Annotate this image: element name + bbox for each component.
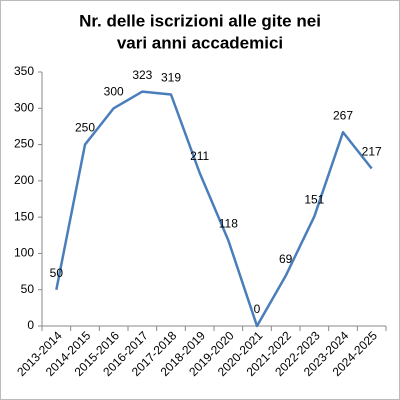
y-tick-label: 300	[14, 100, 34, 114]
data-label: 250	[75, 121, 95, 135]
data-label: 300	[104, 84, 124, 98]
y-tick-label: 150	[14, 209, 34, 223]
line-series	[55, 90, 373, 328]
y-tick-label: 0	[27, 318, 34, 332]
data-label: 211	[190, 149, 209, 163]
data-label: 118	[219, 217, 238, 231]
y-tick-label: 200	[14, 173, 34, 187]
data-label: 217	[362, 145, 382, 159]
data-label: 323	[132, 68, 152, 82]
data-label: 267	[333, 108, 353, 122]
data-label: 50	[50, 266, 64, 280]
data-label: 151	[304, 193, 324, 207]
data-label: 69	[279, 252, 293, 266]
data-label: 0	[254, 302, 261, 316]
y-tick-label: 250	[14, 137, 34, 151]
chart-title: vari anni accademici	[117, 33, 283, 52]
y-tick-label: 100	[14, 246, 34, 260]
data-label: 319	[161, 71, 181, 85]
y-tick-label: 350	[14, 64, 34, 78]
chart-title: Nr. delle iscrizioni alle gite nei	[79, 11, 321, 30]
y-tick-label: 50	[21, 282, 35, 296]
